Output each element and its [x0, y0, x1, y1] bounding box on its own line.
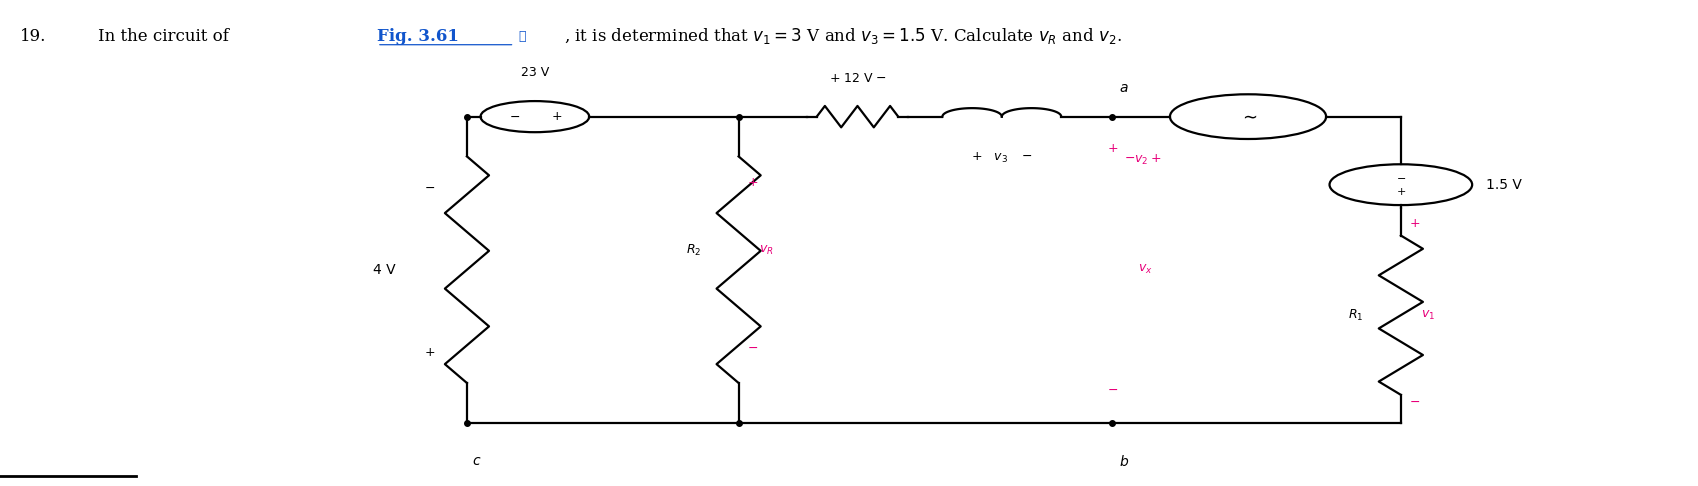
Text: , it is determined that $v_1 = 3$ V and $v_3 = 1.5$ V. Calculate $v_R$ and $v_2$: , it is determined that $v_1 = 3$ V and … — [564, 26, 1122, 47]
Text: $R_2$: $R_2$ — [686, 243, 701, 258]
Text: $-$: $-$ — [424, 181, 435, 193]
Text: ⧄: ⧄ — [518, 30, 525, 43]
Text: $-$: $-$ — [509, 110, 520, 123]
Text: $+$: $+$ — [1107, 142, 1117, 155]
Text: $+$: $+$ — [1409, 217, 1420, 230]
Text: $R_1$: $R_1$ — [1348, 308, 1363, 323]
Text: $+$: $+$ — [424, 346, 435, 359]
Text: $\sim$: $\sim$ — [1238, 107, 1258, 126]
Text: 19.: 19. — [20, 28, 48, 45]
Text: $-$: $-$ — [1409, 395, 1420, 408]
Text: 4 V: 4 V — [374, 263, 396, 277]
Text: $- v_2 +$: $- v_2 +$ — [1124, 153, 1161, 168]
Text: $a$: $a$ — [1119, 81, 1129, 95]
Text: $-$: $-$ — [1107, 383, 1117, 396]
Text: Fig. 3.61: Fig. 3.61 — [377, 28, 458, 45]
Text: $+$: $+$ — [1396, 187, 1406, 197]
Text: $+$: $+$ — [552, 110, 562, 123]
Text: $b$: $b$ — [1119, 454, 1129, 469]
Text: $v_x$: $v_x$ — [1138, 263, 1153, 276]
Text: $+$: $+$ — [747, 176, 757, 189]
Text: $-$: $-$ — [747, 341, 757, 354]
Text: $v_R$: $v_R$ — [759, 244, 774, 257]
Text: $-$: $-$ — [1396, 173, 1406, 182]
Text: $+$ 12 V $-$: $+$ 12 V $-$ — [829, 72, 886, 85]
Text: In the circuit of: In the circuit of — [98, 28, 234, 45]
Text: 1.5 V: 1.5 V — [1486, 178, 1521, 191]
Text: 23 V: 23 V — [521, 66, 548, 79]
Text: $c$: $c$ — [472, 454, 482, 469]
Text: $v_1$: $v_1$ — [1421, 309, 1435, 322]
Text: $+ \quad v_3 \quad -$: $+ \quad v_3 \quad -$ — [971, 151, 1032, 165]
